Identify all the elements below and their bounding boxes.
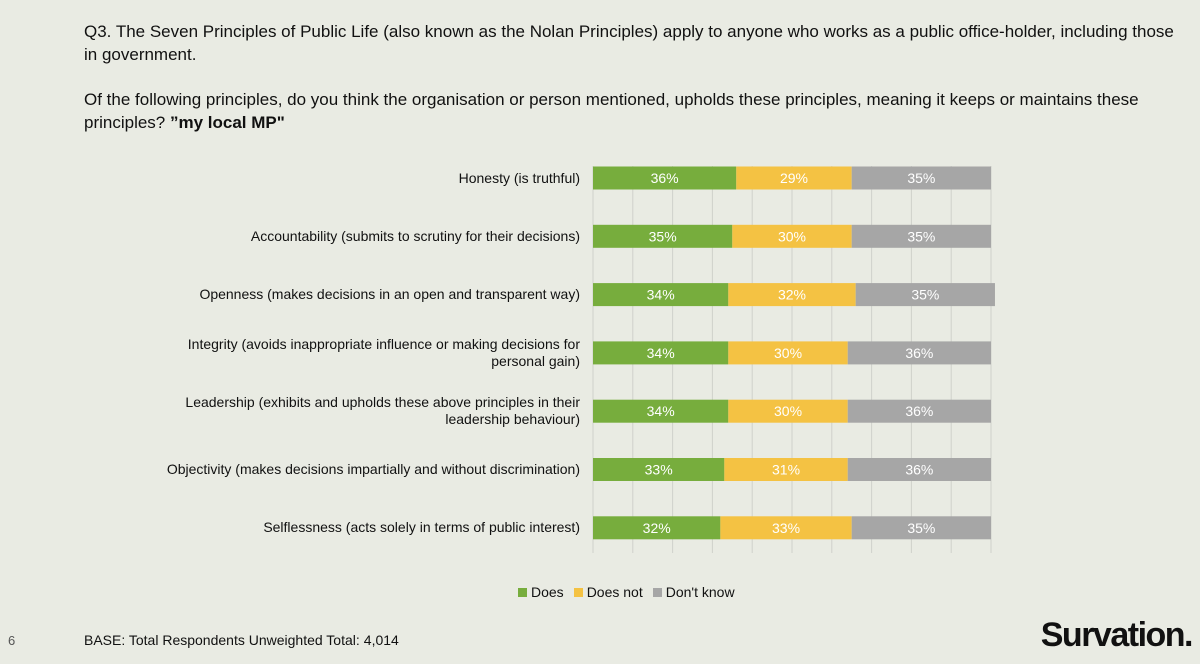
data-label-does: 33% [645, 462, 673, 478]
question-body: Of the following principles, do you thin… [84, 90, 1139, 132]
data-label-dont-know: 36% [905, 403, 933, 419]
legend-item-does: Does [518, 584, 564, 600]
bar-segment-does-not [732, 224, 852, 248]
question-subject: ”my local MP" [170, 113, 285, 132]
data-label-dont-know: 36% [905, 345, 933, 361]
bar-segment-does-not [736, 166, 852, 190]
bar-segment-dont-know [855, 283, 995, 307]
data-label-dont-know: 36% [905, 462, 933, 478]
data-label-does-not: 31% [772, 462, 800, 478]
bar-segment-does-not [728, 283, 856, 307]
data-label-dont-know: 35% [907, 520, 935, 536]
bar-segment-dont-know [851, 516, 991, 540]
stacked-bar-chart: 36% 29% 35% 35% 30% 35% 34% 32% 35% 34% 30% 36% 34% 3… [592, 166, 995, 553]
data-label-dont-know: 35% [911, 287, 939, 303]
data-label-does-not: 30% [778, 228, 806, 244]
question-text: Of the following principles, do you thin… [84, 88, 1174, 134]
data-label-does: 34% [647, 345, 675, 361]
data-label-does-not: 30% [774, 345, 802, 361]
bar-segment-dont-know [851, 166, 991, 190]
data-label-dont-know: 35% [907, 228, 935, 244]
data-label-does: 34% [647, 403, 675, 419]
bar-segment-does [593, 224, 733, 248]
legend-label-does-not: Does not [586, 584, 643, 600]
category-label: Leadership (exhibits and upholds these a… [185, 394, 580, 428]
survation-logo: Survation. [1040, 616, 1194, 654]
bar-segment-does-not [728, 341, 848, 365]
bar-segment-does-not [720, 516, 852, 540]
bar-segment-does [593, 516, 721, 540]
data-label-does: 35% [649, 228, 677, 244]
legend-item-does-not: Does not [573, 584, 643, 600]
category-label: Accountability (submits to scrutiny for … [250, 227, 580, 244]
chart-legend: Does Does not Don't know [518, 584, 735, 600]
question-block: Q3. The Seven Principles of Public Life … [84, 20, 1174, 134]
base-label: BASE: Total Respondents Unweighted Total… [84, 632, 360, 648]
legend-item-dont-know: Don't know [652, 584, 735, 600]
data-label-does: 32% [643, 520, 671, 536]
legend-label-dont-know: Don't know [665, 584, 735, 600]
bar-segment-dont-know [847, 341, 991, 365]
bar-segment-does [593, 283, 729, 307]
bar-segment-does [593, 341, 729, 365]
page-number: 6 [8, 633, 16, 648]
data-label-does-not: 33% [772, 520, 800, 536]
legend-swatch-dont-know [652, 587, 662, 597]
data-label-dont-know: 35% [907, 170, 935, 186]
bar-segment-does-not [724, 458, 848, 481]
bar-segment-does [593, 166, 737, 190]
bar-segment-does [593, 399, 729, 423]
data-label-does-not: 30% [774, 403, 802, 419]
bar-segment-dont-know [851, 224, 991, 248]
bar-segment-dont-know [847, 399, 991, 423]
data-label-does-not: 32% [778, 287, 806, 303]
legend-swatch-does [518, 587, 527, 597]
category-label: Integrity (avoids inappropriate influenc… [187, 335, 580, 369]
question-intro: Q3. The Seven Principles of Public Life … [84, 22, 1174, 64]
legend-swatch-does-not [573, 587, 583, 597]
bar-segment-dont-know [847, 458, 991, 481]
bar-segment-does [593, 458, 725, 481]
category-label: Openness (makes decisions in an open and… [199, 286, 580, 303]
bar-segment-does-not [728, 399, 848, 423]
category-label: Honesty (is truthful) [458, 169, 580, 186]
data-label-does: 36% [651, 170, 679, 186]
data-label-does: 34% [647, 287, 675, 303]
legend-label-does: Does [531, 584, 564, 600]
base-value: 4,014 [363, 632, 399, 648]
base-note: BASE: Total Respondents Unweighted Total… [84, 632, 403, 648]
category-label: Selflessness (acts solely in terms of pu… [263, 519, 580, 536]
data-label-does-not: 29% [780, 170, 808, 186]
category-label: Objectivity (makes decisions impartially… [166, 461, 580, 477]
